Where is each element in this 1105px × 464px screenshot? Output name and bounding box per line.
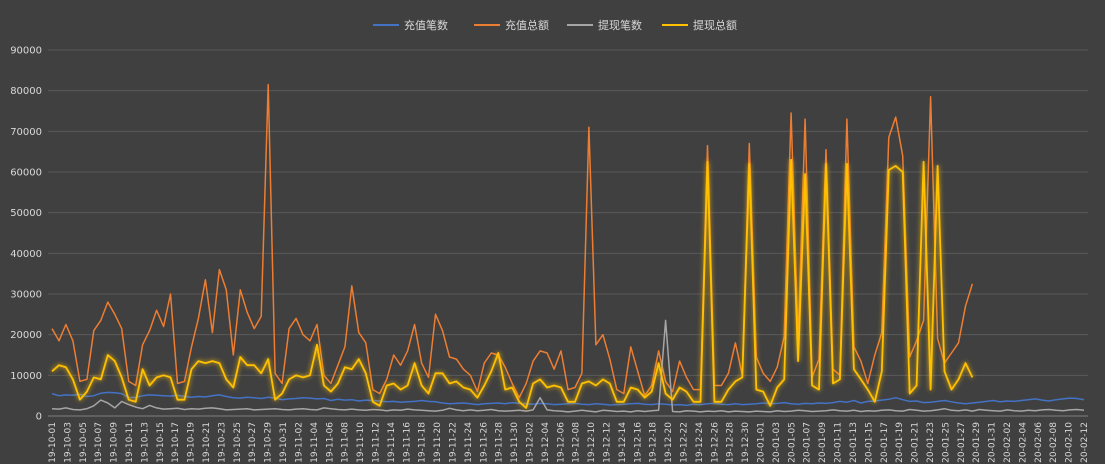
x-tick-label: 20-01-25	[941, 422, 951, 463]
x-tick-label: 19-10-19	[187, 422, 197, 463]
legend: 充值笔数 充值总额 提现笔数 提现总额	[373, 18, 737, 32]
x-tick-label: 20-01-07	[803, 422, 813, 463]
x-tick-label: 19-10-17	[171, 422, 181, 463]
legend-label: 提现总额	[693, 18, 737, 32]
x-tick-label: 19-11-18	[418, 422, 428, 463]
x-tick-label: 20-01-11	[834, 422, 844, 463]
x-tick-label: 20-02-02	[1003, 422, 1013, 463]
legend-label: 充值总额	[505, 18, 549, 32]
gridlines	[48, 49, 1088, 417]
x-tick-label: 19-10-11	[125, 422, 135, 463]
x-tick-label: 20-02-04	[1018, 422, 1028, 463]
x-tick-label: 19-10-07	[94, 422, 104, 463]
x-tick-label: 20-01-17	[880, 422, 890, 463]
series-line-4	[51, 158, 974, 409]
x-tick-label: 19-12-20	[664, 422, 674, 463]
x-tick-label: 19-12-26	[710, 422, 720, 463]
x-tick-label: 19-11-02	[294, 422, 304, 463]
x-tick-label: 19-11-16	[402, 422, 412, 463]
x-tick-label: 20-02-10	[1065, 422, 1075, 463]
x-tick-label: 19-10-23	[217, 422, 227, 463]
x-tick-label: 20-01-29	[972, 422, 982, 463]
y-tick-label: 0	[36, 412, 42, 423]
y-tick-label: 40000	[10, 249, 42, 260]
x-tick-label: 19-10-31	[279, 422, 289, 463]
x-tick-label: 19-10-01	[48, 422, 58, 463]
y-tick-label: 10000	[10, 371, 42, 382]
y-axis: 0 10000 20000 30000 40000 50000 60000 70000 8000…	[10, 46, 42, 423]
x-tick-label: 19-12-04	[541, 422, 551, 463]
x-tick-label: 19-12-06	[556, 422, 566, 463]
x-tick-label: 20-01-27	[957, 422, 967, 463]
x-tick-label: 19-11-30	[510, 422, 520, 463]
x-tick-label: 19-10-29	[264, 422, 274, 463]
x-tick-label: 19-12-24	[695, 422, 705, 463]
x-tick-label: 20-01-03	[772, 422, 782, 463]
x-tick-label: 20-01-31	[988, 422, 998, 463]
x-tick-label: 20-02-08	[1049, 422, 1059, 463]
x-tick-label: 19-11-12	[372, 422, 382, 463]
y-tick-label: 60000	[10, 168, 42, 179]
x-tick-label: 19-10-13	[140, 422, 150, 463]
x-tick-label: 20-01-09	[818, 422, 828, 463]
y-tick-label: 80000	[10, 86, 42, 97]
x-tick-label: 19-12-12	[603, 422, 613, 463]
x-tick-label: 19-12-16	[633, 422, 643, 463]
series-lines	[51, 83, 1085, 413]
x-tick-label: 20-01-19	[895, 422, 905, 463]
x-tick-label: 19-12-30	[741, 422, 751, 463]
x-tick-label: 19-11-04	[310, 422, 320, 463]
legend-label: 提现笔数	[598, 18, 642, 32]
y-tick-label: 30000	[10, 290, 42, 301]
series-line-3	[51, 319, 1085, 413]
x-tick-label: 19-11-24	[464, 422, 474, 463]
x-tick-label: 20-02-12	[1080, 422, 1090, 463]
legend-label: 充值笔数	[404, 18, 448, 32]
y-tick-label: 90000	[10, 46, 42, 57]
x-tick-label: 19-11-26	[479, 422, 489, 463]
x-axis: 19-10-01 19-10-03 19-10-05 19-10-07 19-10-09…	[48, 422, 1090, 463]
x-tick-label: 20-01-21	[911, 422, 921, 463]
x-tick-label: 19-12-28	[726, 422, 736, 463]
x-tick-label: 19-12-22	[680, 422, 690, 463]
series-line-2	[51, 83, 974, 399]
x-tick-label: 19-11-10	[356, 422, 366, 463]
x-tick-label: 19-12-02	[526, 422, 536, 463]
x-tick-label: 19-12-18	[649, 422, 659, 463]
x-tick-label: 19-11-20	[433, 422, 443, 463]
y-tick-label: 50000	[10, 208, 42, 219]
x-tick-label: 20-02-06	[1034, 422, 1044, 463]
x-tick-label: 19-11-08	[341, 422, 351, 463]
x-tick-label: 20-01-15	[864, 422, 874, 463]
x-tick-label: 19-10-15	[156, 422, 166, 463]
x-tick-label: 20-01-01	[757, 422, 767, 463]
x-tick-label: 19-10-05	[79, 422, 89, 463]
x-tick-label: 20-01-13	[849, 422, 859, 463]
x-tick-label: 19-12-10	[587, 422, 597, 463]
x-tick-label: 19-12-08	[572, 422, 582, 463]
x-tick-label: 19-12-14	[618, 422, 628, 463]
x-tick-label: 19-11-28	[495, 422, 505, 463]
x-tick-label: 19-10-21	[202, 422, 212, 463]
x-tick-label: 19-11-22	[449, 422, 459, 463]
x-tick-label: 19-10-03	[63, 422, 73, 463]
y-tick-label: 70000	[10, 127, 42, 138]
y-tick-label: 20000	[10, 330, 42, 341]
x-tick-label: 19-11-14	[387, 422, 397, 463]
x-tick-label: 19-10-09	[110, 422, 120, 463]
x-tick-label: 19-10-27	[248, 422, 258, 463]
x-tick-label: 20-01-05	[787, 422, 797, 463]
x-tick-label: 19-10-25	[233, 422, 243, 463]
x-tick-label: 19-11-06	[325, 422, 335, 463]
x-tick-label: 20-01-23	[926, 422, 936, 463]
series-line-1	[51, 391, 1085, 407]
